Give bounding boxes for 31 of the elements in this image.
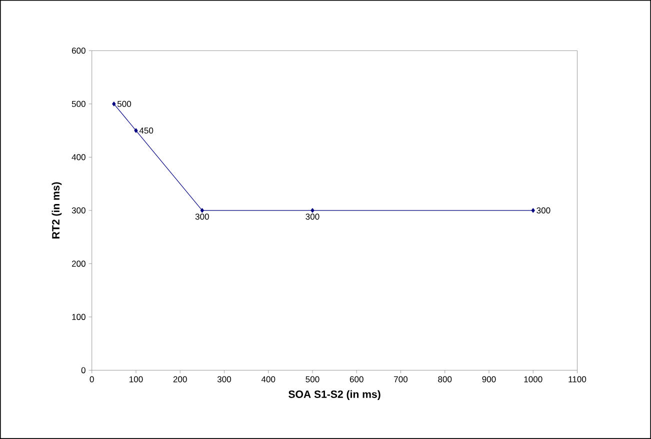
x-tick-label: 800 [438, 376, 452, 382]
y-tick-label: 0 [81, 367, 86, 374]
y-tick-label: 300 [72, 207, 86, 214]
data-label: 450 [139, 128, 154, 134]
data-label: 300 [195, 214, 209, 220]
x-tick-label: 900 [482, 376, 496, 382]
data-label: 300 [536, 207, 550, 214]
x-tick-label: 500 [306, 376, 320, 382]
y-tick-label: 100 [72, 314, 86, 320]
x-tick-label: 1100 [568, 376, 586, 382]
x-tick-label: 1000 [524, 376, 542, 382]
data-label: 300 [306, 214, 320, 220]
data-label: 500 [117, 100, 132, 107]
point [310, 208, 314, 213]
x-tick-label: 400 [261, 376, 276, 382]
y-axis-title: RT2 (in ms) [52, 182, 62, 238]
x-tick-label: 300 [217, 376, 232, 382]
x-tick-label: 200 [173, 376, 187, 382]
x-tick-label: 600 [350, 376, 364, 382]
x-axis-title: SOA S1-S2 (in ms) [288, 390, 380, 400]
point [200, 208, 204, 213]
x-tick-label: 0 [90, 376, 94, 382]
point [134, 128, 138, 133]
x-tick-label: 700 [394, 376, 408, 382]
point [112, 102, 116, 106]
y-tick-label: 400 [72, 154, 86, 160]
point [531, 208, 535, 213]
y-tick-label: 200 [72, 260, 86, 267]
y-tick-label: 500 [72, 100, 86, 107]
y-tick-label: 600 [72, 48, 86, 54]
x-tick-label: 100 [130, 376, 143, 382]
